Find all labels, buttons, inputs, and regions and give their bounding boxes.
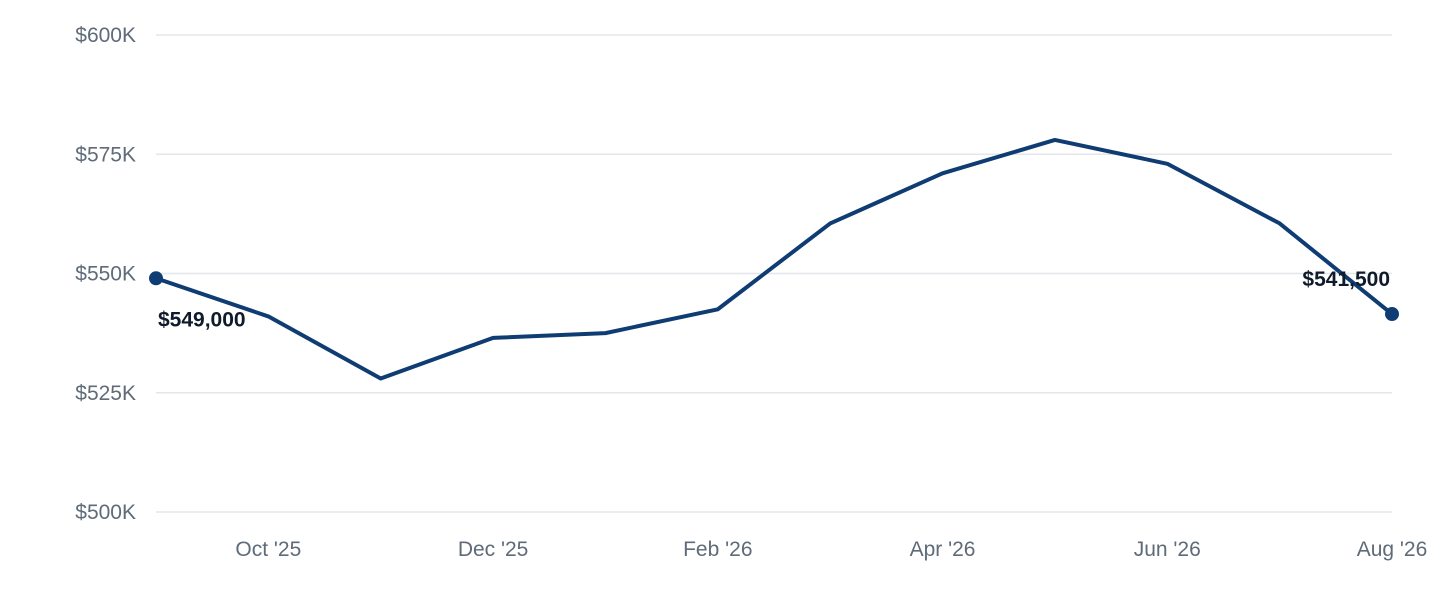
series-line xyxy=(154,137,1394,381)
data-label-last: $541,500 xyxy=(1302,268,1390,291)
x-tick-label: Dec '25 xyxy=(458,538,529,561)
y-tick-label: $600K xyxy=(75,24,136,47)
y-tick-label: $575K xyxy=(75,143,136,166)
x-tick-label: Jun '26 xyxy=(1134,538,1201,561)
data-point-first xyxy=(149,271,163,286)
x-tick-label: Apr '26 xyxy=(910,538,976,561)
x-tick-label: Aug '26 xyxy=(1357,538,1428,561)
x-tick-label: Oct '25 xyxy=(235,538,301,561)
y-tick-label: $500K xyxy=(75,501,136,524)
x-tick-label: Feb '26 xyxy=(683,538,752,561)
data-point-last xyxy=(1385,307,1399,322)
y-tick-label: $550K xyxy=(75,263,136,286)
data-label-first: $549,000 xyxy=(158,308,246,331)
y-tick-label: $525K xyxy=(75,382,136,405)
